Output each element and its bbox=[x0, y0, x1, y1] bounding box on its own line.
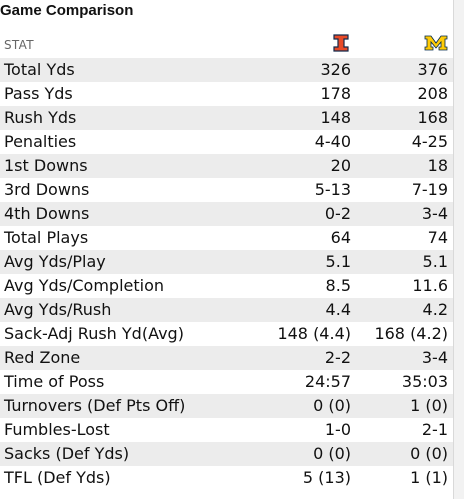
team-b-value: 7-19 bbox=[411, 180, 448, 199]
team-a-value: 5.1 bbox=[325, 252, 351, 271]
table-row: Pass Yds 178 208 bbox=[0, 82, 454, 106]
stat-label: Sack-Adj Rush Yd(Avg) bbox=[4, 324, 184, 343]
stat-label: Avg Yds/Completion bbox=[4, 276, 165, 295]
page-title: Game Comparison bbox=[0, 2, 134, 19]
team-b-value: 2-1 bbox=[421, 420, 448, 439]
stats-table: STAT Total Yds 326 376 Pass Yds 178 208 Rush Y… bbox=[0, 32, 454, 490]
team-b-value: 0 (0) bbox=[410, 444, 448, 463]
team-b-value: 74 bbox=[427, 228, 448, 247]
team-a-value: 2-2 bbox=[324, 348, 351, 367]
table-row: Time of Poss 24:57 35:03 bbox=[0, 370, 454, 394]
table-row: Avg Yds/Completion 8.5 11.6 bbox=[0, 274, 454, 298]
team-b-value: 11.6 bbox=[412, 276, 448, 295]
team-a-value: 64 bbox=[330, 228, 351, 247]
table-row: Sack-Adj Rush Yd(Avg) 148 (4.4) 168 (4.2) bbox=[0, 322, 454, 346]
table-row: 3rd Downs 5-13 7-19 bbox=[0, 178, 454, 202]
stat-label: Rush Yds bbox=[4, 108, 77, 127]
team-b-value: 3-4 bbox=[421, 204, 448, 223]
table-row: Sacks (Def Yds) 0 (0) 0 (0) bbox=[0, 442, 454, 466]
table-row: Avg Yds/Play 5.1 5.1 bbox=[0, 250, 454, 274]
stat-label: Avg Yds/Rush bbox=[4, 300, 112, 319]
table-row: Fumbles-Lost 1-0 2-1 bbox=[0, 418, 454, 442]
stat-label: 3rd Downs bbox=[4, 180, 90, 199]
table-row: Avg Yds/Rush 4.4 4.2 bbox=[0, 298, 454, 322]
team-b-value: 208 bbox=[417, 84, 448, 103]
team-a-value: 20 bbox=[330, 156, 351, 175]
stat-label: Fumbles-Lost bbox=[4, 420, 110, 439]
team-b-value: 168 bbox=[417, 108, 448, 127]
team-a-value: 5 (13) bbox=[302, 468, 351, 487]
stat-label: 4th Downs bbox=[4, 204, 90, 223]
team-b-value: 1 (0) bbox=[410, 396, 448, 415]
team-a-value: 8.5 bbox=[325, 276, 351, 295]
team-a-value: 148 bbox=[320, 108, 351, 127]
team-a-value: 0 (0) bbox=[313, 444, 351, 463]
stat-label: Pass Yds bbox=[4, 84, 73, 103]
stat-label: 1st Downs bbox=[4, 156, 88, 175]
stat-label: Total Plays bbox=[4, 228, 89, 247]
stat-label: TFL (Def Yds) bbox=[4, 468, 111, 487]
team-a-value: 4-40 bbox=[314, 132, 351, 151]
team-b-value: 18 bbox=[427, 156, 448, 175]
stat-column-header: STAT bbox=[4, 38, 34, 52]
stat-label: Time of Poss bbox=[4, 372, 105, 391]
team-a-value: 0-2 bbox=[324, 204, 351, 223]
table-row: Turnovers (Def Pts Off) 0 (0) 1 (0) bbox=[0, 394, 454, 418]
team-a-value: 24:57 bbox=[304, 372, 351, 391]
team-b-value: 4.2 bbox=[422, 300, 448, 319]
team-b-value: 35:03 bbox=[401, 372, 448, 391]
table-row: Total Plays 64 74 bbox=[0, 226, 454, 250]
table-row: Rush Yds 148 168 bbox=[0, 106, 454, 130]
team-a-value: 148 (4.4) bbox=[277, 324, 351, 343]
team-a-value: 1-0 bbox=[324, 420, 351, 439]
stat-label: Sacks (Def Yds) bbox=[4, 444, 130, 463]
team-b-value: 168 (4.2) bbox=[374, 324, 448, 343]
team-a-value: 4.4 bbox=[325, 300, 351, 319]
stat-label: Turnovers (Def Pts Off) bbox=[4, 396, 186, 415]
table-row: TFL (Def Yds) 5 (13) 1 (1) bbox=[0, 466, 454, 490]
illinois-logo-icon bbox=[331, 33, 351, 60]
team-b-value: 1 (1) bbox=[410, 468, 448, 487]
stat-label: Avg Yds/Play bbox=[4, 252, 106, 271]
table-row: Red Zone 2-2 3-4 bbox=[0, 346, 454, 370]
team-a-value: 178 bbox=[320, 84, 351, 103]
table-row: 4th Downs 0-2 3-4 bbox=[0, 202, 454, 226]
stat-label: Total Yds bbox=[4, 60, 75, 79]
stat-label: Red Zone bbox=[4, 348, 81, 367]
table-row: Total Yds 326 376 bbox=[0, 58, 454, 82]
team-b-value: 376 bbox=[417, 60, 448, 79]
team-b-value: 4-25 bbox=[411, 132, 448, 151]
team-a-value: 0 (0) bbox=[313, 396, 351, 415]
michigan-logo-icon bbox=[424, 33, 448, 60]
table-row: Penalties 4-40 4-25 bbox=[0, 130, 454, 154]
team-b-value: 3-4 bbox=[421, 348, 448, 367]
team-b-value: 5.1 bbox=[422, 252, 448, 271]
vertical-scrollbar[interactable] bbox=[454, 0, 464, 499]
table-header: STAT bbox=[0, 32, 454, 58]
team-a-value: 5-13 bbox=[314, 180, 351, 199]
table-row: 1st Downs 20 18 bbox=[0, 154, 454, 178]
scroll-divider bbox=[453, 0, 454, 499]
team-a-value: 326 bbox=[320, 60, 351, 79]
stat-label: Penalties bbox=[4, 132, 77, 151]
